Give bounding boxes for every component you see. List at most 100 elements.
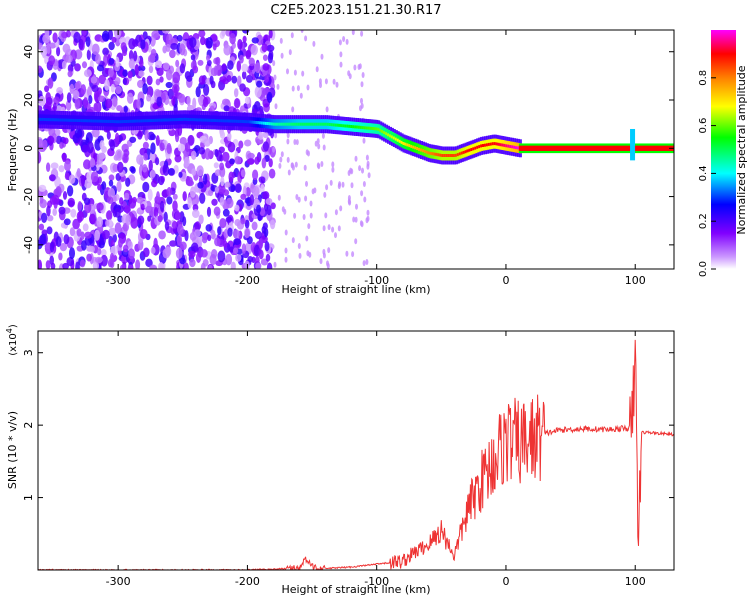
noise-speck	[67, 70, 73, 78]
noise-speck	[165, 81, 173, 89]
ridge-core	[482, 144, 485, 147]
noise-speck	[286, 138, 290, 145]
ridge-core	[338, 123, 342, 127]
noise-speck	[230, 184, 236, 193]
noise-speck	[55, 135, 63, 145]
noise-speck	[214, 237, 221, 247]
x-tick-label: 0	[502, 575, 509, 588]
ridge-core	[282, 122, 286, 126]
ridge-core	[334, 123, 338, 127]
noise-speck	[345, 250, 349, 257]
ridge-core	[336, 123, 340, 127]
noise-speck	[65, 30, 71, 38]
ridge-core	[133, 119, 136, 123]
noise-speck	[81, 144, 89, 153]
spectrogram-y-axis-label: Frequency (Hz)	[6, 109, 19, 192]
noise-speck	[70, 208, 77, 218]
noise-speck	[258, 249, 264, 260]
ridge-core	[92, 119, 96, 123]
noise-speck	[96, 202, 104, 211]
noise-speck	[49, 255, 55, 265]
ridge-core	[437, 153, 441, 157]
ridge-core	[80, 119, 84, 123]
noise-speck	[97, 176, 102, 184]
x-tick-label: -200	[235, 575, 260, 588]
colorbar-ticks: 0.0 0.2 0.4 0.6 0.8	[698, 70, 716, 277]
ridge-core	[231, 119, 235, 123]
noise-speck	[182, 191, 187, 202]
colorbar-gradient	[711, 30, 736, 269]
colorbar-tick-label: 0.0	[698, 261, 709, 277]
noise-speck	[362, 137, 366, 144]
noise-speck	[201, 236, 208, 244]
noise-speck	[262, 131, 269, 139]
noise-speck	[195, 86, 201, 98]
noise-speck	[68, 247, 76, 260]
ridge-core	[55, 118, 59, 122]
noise-speck	[38, 223, 45, 231]
noise-speck	[204, 148, 211, 160]
ridge-core	[94, 119, 98, 123]
noise-speck	[187, 134, 195, 146]
noise-speck	[248, 210, 255, 223]
noise-speck	[110, 83, 115, 93]
colorbar-tick-label: 0.6	[698, 118, 709, 134]
ridge-core	[476, 145, 480, 149]
noise-speck	[94, 256, 103, 264]
noise-speck	[307, 150, 310, 157]
ridge-core	[309, 122, 313, 126]
noise-speck	[225, 216, 233, 223]
noise-speck	[40, 233, 47, 246]
ridge-core	[427, 151, 431, 155]
noise-speck	[254, 156, 260, 165]
noise-speck	[279, 156, 283, 163]
noise-speck	[296, 85, 300, 92]
ridge-core	[125, 120, 129, 123]
ridge-core	[105, 119, 109, 123]
noise-speck	[255, 138, 264, 145]
colorbar-tick-label: 0.4	[698, 165, 709, 181]
noise-speck	[278, 162, 282, 169]
noise-speck	[144, 129, 149, 141]
noise-speck	[254, 85, 262, 98]
ridge-core	[470, 148, 474, 151]
noise-speck	[251, 256, 256, 264]
noise-speck	[215, 56, 221, 66]
noise-speck	[61, 60, 67, 70]
ridge-core	[344, 124, 348, 128]
noise-speck	[107, 196, 114, 204]
ridge-core	[272, 122, 276, 126]
noise-speck	[38, 95, 46, 107]
noise-speck	[46, 135, 55, 145]
ridge-core	[237, 119, 241, 123]
noise-speck	[145, 258, 153, 268]
ridge-core	[214, 119, 218, 122]
ridge-core	[113, 120, 117, 124]
noise-speck	[241, 243, 247, 254]
noise-speck	[223, 105, 230, 112]
ridge-core	[69, 118, 72, 122]
artifact-column	[630, 128, 636, 161]
noise-speck	[76, 210, 85, 222]
ridge-core	[251, 120, 255, 124]
noise-speck	[132, 196, 137, 204]
noise-speck	[63, 137, 69, 145]
ridge-core	[142, 119, 146, 123]
noise-speck	[179, 257, 186, 265]
noise-speck	[190, 54, 196, 61]
noise-speck	[65, 54, 73, 63]
noise-speck	[307, 223, 311, 230]
ridge-core	[340, 124, 344, 128]
noise-speck	[221, 98, 230, 106]
noise-speck	[96, 64, 105, 72]
noise-speck	[101, 181, 107, 191]
ridge-core	[212, 118, 216, 122]
noise-speck	[46, 215, 54, 222]
noise-speck	[155, 157, 160, 166]
ridge-core	[421, 149, 425, 153]
noise-speck	[245, 49, 252, 60]
ridge-core	[491, 142, 495, 146]
noise-speck	[177, 143, 186, 152]
noise-speck	[142, 181, 150, 193]
